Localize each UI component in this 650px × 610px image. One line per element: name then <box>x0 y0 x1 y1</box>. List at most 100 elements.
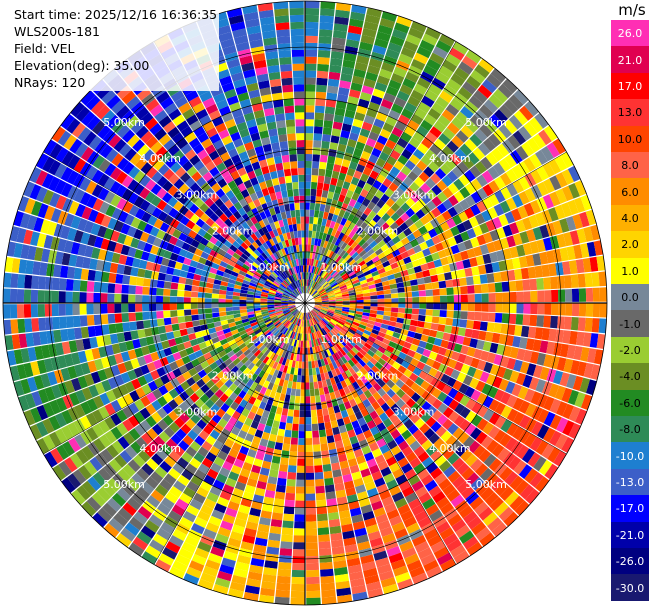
radar-gate <box>315 316 320 323</box>
radar-gate <box>474 161 487 174</box>
radar-gate <box>261 203 269 212</box>
radar-gate <box>184 284 192 292</box>
radar-gate <box>273 498 285 507</box>
radar-gate <box>140 364 150 375</box>
radar-gate <box>536 165 549 181</box>
radar-gate <box>81 206 93 220</box>
radar-gate <box>288 458 297 466</box>
radar-gate <box>215 379 225 389</box>
radar-gate <box>276 212 283 221</box>
radar-gate <box>257 422 266 432</box>
radar-gate <box>282 328 289 335</box>
radar-gate <box>324 176 332 185</box>
radar-gate <box>532 133 546 149</box>
radar-gate <box>124 148 137 162</box>
radar-gate <box>178 276 187 284</box>
radar-gate <box>372 353 381 362</box>
radar-gate <box>211 293 219 299</box>
radar-gate <box>225 307 233 312</box>
radar-gate <box>493 239 503 251</box>
radar-gate <box>381 496 394 507</box>
radar-gate <box>369 537 384 548</box>
radar-gate <box>94 325 103 337</box>
radar-gate <box>376 286 384 292</box>
radar-gate <box>569 230 580 245</box>
radar-gate <box>414 219 424 229</box>
radar-gate <box>80 362 91 375</box>
radar-gate <box>279 204 286 213</box>
radar-gate <box>256 480 267 490</box>
radar-gate <box>256 342 264 350</box>
radar-gate <box>487 386 499 399</box>
radar-gate <box>310 311 315 318</box>
radar-gate <box>402 323 410 331</box>
radar-gate <box>445 103 460 117</box>
radar-gate <box>320 575 335 584</box>
radar-gate <box>326 311 334 316</box>
radar-gate <box>311 332 315 340</box>
radar-gate <box>309 375 314 383</box>
radar-gate <box>363 364 372 373</box>
radar-gate <box>535 212 546 226</box>
radar-gate <box>130 358 140 369</box>
radar-gate <box>261 289 269 294</box>
radar-gate <box>253 414 262 423</box>
radar-gate <box>332 315 340 320</box>
radar-gate <box>128 542 145 557</box>
radar-gate <box>308 286 311 294</box>
radar-gate <box>157 211 168 222</box>
radar-gate <box>398 480 411 492</box>
radar-gate <box>363 182 373 192</box>
radar-gate <box>340 165 349 175</box>
radar-gate <box>291 339 296 347</box>
radar-gate <box>263 567 278 576</box>
radar-gate <box>340 73 353 83</box>
radar-gate <box>453 286 461 295</box>
radar-gate <box>405 197 416 208</box>
radar-gate <box>277 36 291 45</box>
radar-gate <box>396 15 412 28</box>
radar-gate <box>408 474 421 486</box>
radar-gate <box>93 438 106 452</box>
radar-gate <box>55 147 69 163</box>
radar-gate <box>378 183 388 194</box>
radar-gate <box>135 106 150 120</box>
radar-gate <box>321 401 328 409</box>
radar-gate <box>107 377 118 390</box>
radar-gate <box>51 384 62 399</box>
radar-gate <box>268 71 281 81</box>
radar-gate <box>435 353 445 364</box>
radar-gate <box>262 287 270 292</box>
radar-gate <box>173 406 184 417</box>
radar-gate <box>150 489 165 503</box>
radar-gate <box>272 261 279 269</box>
radar-gate <box>266 483 277 492</box>
radar-gate <box>407 330 416 338</box>
radar-gate <box>137 220 148 232</box>
radar-gate <box>413 332 423 340</box>
radar-gate <box>269 352 276 360</box>
radar-gate <box>341 225 348 234</box>
radar-gate <box>200 251 210 260</box>
radar-gate <box>383 349 392 358</box>
radar-gate <box>382 583 399 595</box>
radar-gate <box>208 272 216 279</box>
radar-gate <box>328 305 336 308</box>
radar-gate <box>120 372 131 384</box>
radar-gate <box>511 208 522 222</box>
radar-gate <box>173 201 184 212</box>
radar-gate <box>297 319 301 327</box>
radar-gate <box>277 332 283 340</box>
radar-gate <box>404 553 420 565</box>
radar-gate <box>232 252 241 260</box>
radar-gate <box>436 496 450 510</box>
radar-gate <box>55 428 68 444</box>
radar-gate <box>305 389 310 397</box>
radar-gate <box>383 235 392 244</box>
radar-gate <box>243 348 252 357</box>
radar-gate <box>556 357 567 372</box>
radar-gate <box>390 403 401 414</box>
radar-gate <box>262 364 269 372</box>
radar-gate <box>460 125 474 138</box>
radar-gate <box>37 203 49 219</box>
